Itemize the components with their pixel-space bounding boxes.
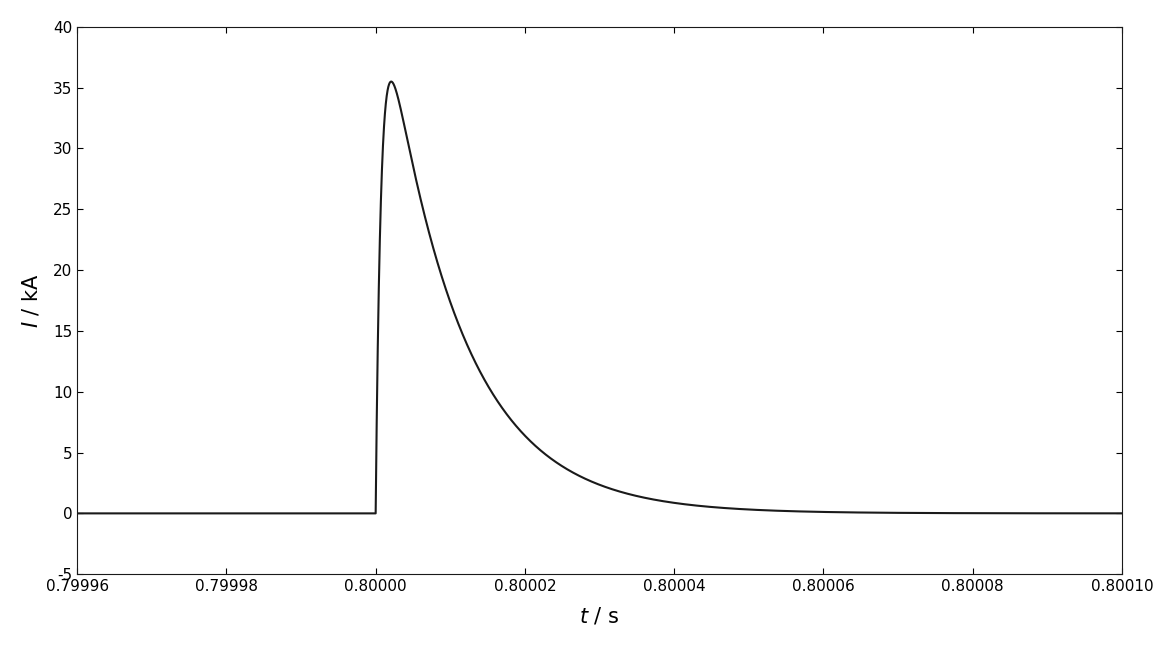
Y-axis label: $I$ / kA: $I$ / kA <box>21 273 42 328</box>
X-axis label: $t$ / s: $t$ / s <box>579 605 620 626</box>
